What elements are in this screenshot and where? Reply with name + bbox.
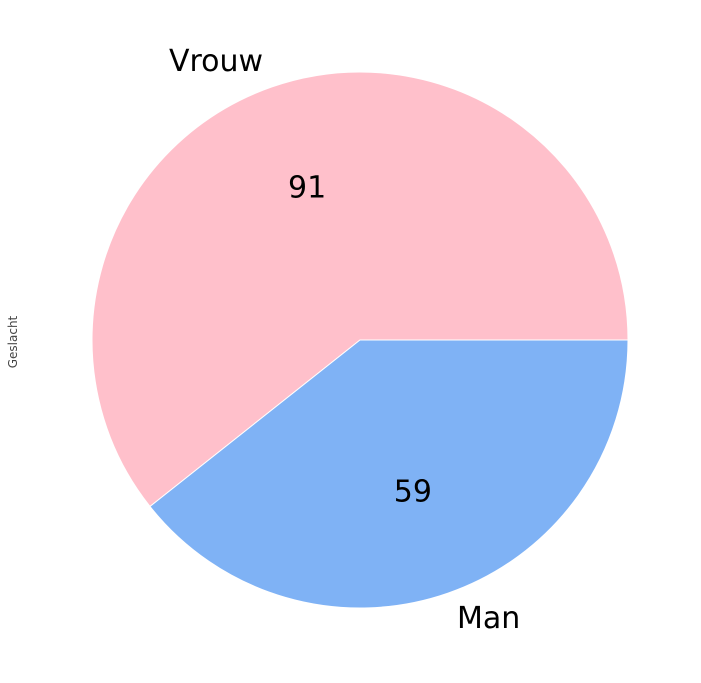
category-label-man: Man bbox=[457, 601, 520, 636]
pie-slice-vrouw bbox=[91, 71, 629, 508]
pie-slice-man bbox=[149, 339, 629, 609]
y-axis-label: Geslacht bbox=[6, 315, 20, 368]
category-label-vrouw: Vrouw bbox=[169, 44, 263, 79]
pie-slices bbox=[91, 71, 629, 609]
value-label-vrouw: 91 bbox=[288, 171, 326, 206]
value-label-man: 59 bbox=[394, 474, 432, 509]
pie-labels: Vrouw 91 Man 59 bbox=[169, 44, 520, 636]
